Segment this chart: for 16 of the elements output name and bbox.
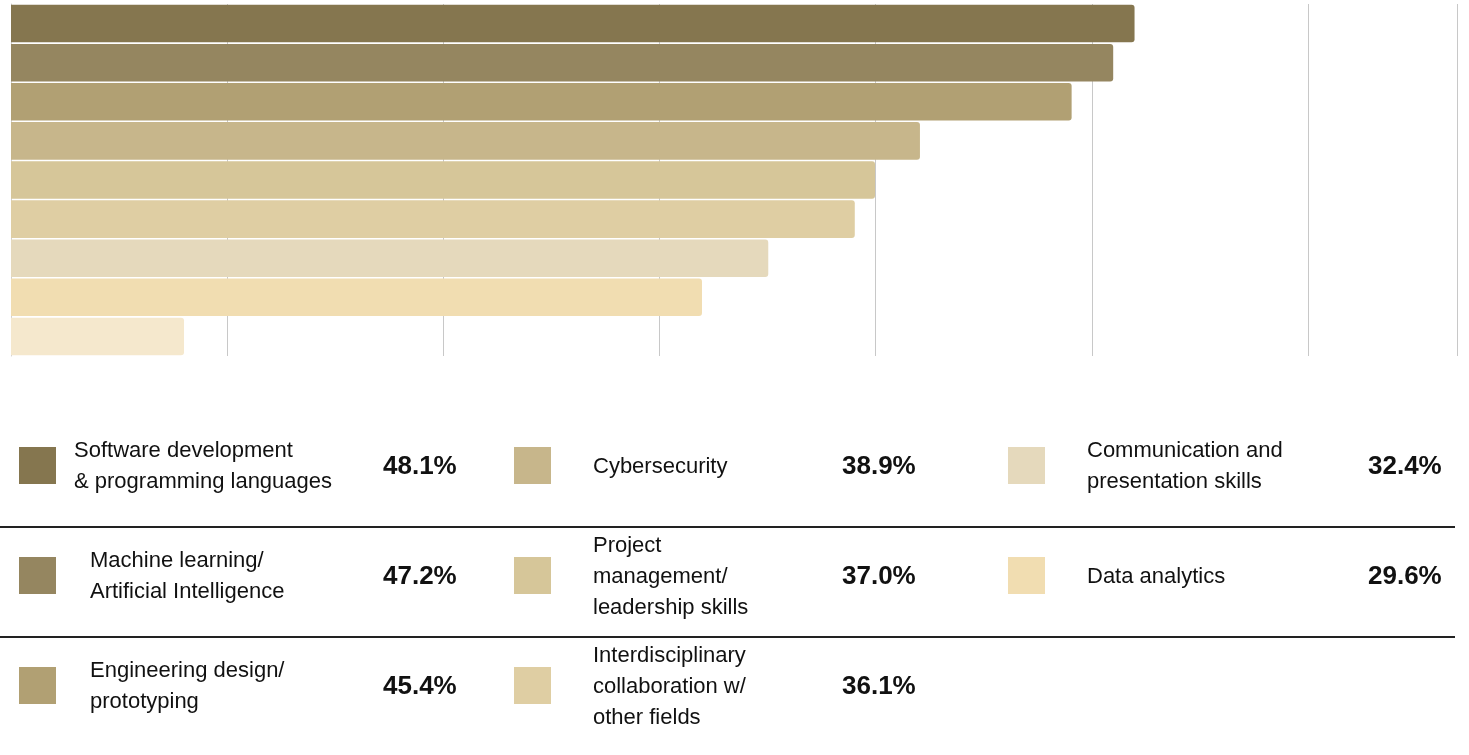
text: 29.6% [1368, 559, 1442, 591]
text: 38.9% [842, 449, 916, 481]
text: 45.4% [383, 669, 457, 701]
legend-label: Machine learning/ Artificial Intelligence [90, 546, 285, 605]
legend-label: Engineering design/ prototyping [90, 656, 285, 715]
legend-label: Communication and presentation skills [1087, 436, 1283, 495]
legend-label: Cybersecurity [593, 451, 728, 480]
text: 48.1% [383, 449, 457, 481]
legend-label: Project management/ leadership skills [593, 530, 749, 621]
legend-label: Interdisciplinary collaboration w/ other fields [593, 640, 746, 731]
text: 37.0% [842, 559, 916, 591]
text: 47.2% [383, 559, 457, 591]
legend-label: Data analytics [1087, 561, 1226, 590]
legend-label: Software development & programming languages [74, 436, 333, 495]
text: 36.1% [842, 669, 916, 701]
text: 32.4% [1368, 449, 1442, 481]
